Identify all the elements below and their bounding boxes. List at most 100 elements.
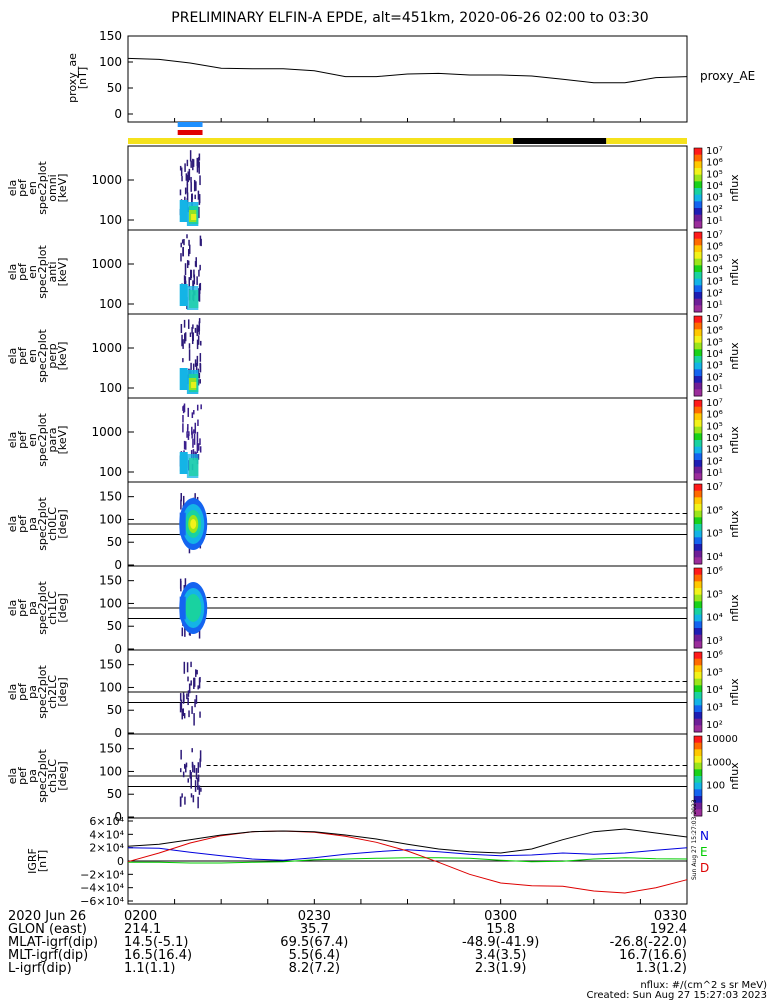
spectrogram-pixel bbox=[193, 677, 195, 690]
ae-ytick-label: 0 bbox=[114, 107, 122, 121]
orbit-table: 2020 Jun 26 0200 0230 0300 0330 GLON (east) 21… bbox=[8, 909, 687, 976]
panel-ytick-label: 100 bbox=[99, 764, 122, 778]
spectrogram-pixel bbox=[191, 327, 193, 334]
spectrogram-pixel bbox=[191, 431, 193, 439]
spectrogram-pixel bbox=[192, 324, 194, 329]
colorbar-tick-label: 10⁷ bbox=[706, 398, 723, 409]
spectrogram-pixel bbox=[187, 249, 190, 257]
panel-ylabel-line: pef bbox=[16, 514, 29, 533]
panel-ylabel-line: anti bbox=[46, 261, 59, 282]
orbit-row-value: 1.3(1.2) bbox=[636, 961, 688, 976]
spectrogram-pixel bbox=[180, 253, 182, 262]
panel-ylabel-line: pef bbox=[16, 598, 29, 617]
panel-ytick-label: 100 bbox=[99, 680, 122, 694]
spectrogram-pixel bbox=[193, 765, 196, 773]
colorbar-segment bbox=[694, 174, 702, 182]
colorbar-tick-label: 10⁴ bbox=[706, 181, 723, 192]
spectrogram-pixel bbox=[197, 190, 200, 200]
spectrogram-pixel bbox=[186, 260, 189, 269]
panel-ylabel-line: pef bbox=[16, 178, 29, 197]
panel-ylabel-line: spec2plot bbox=[36, 665, 49, 719]
spectrogram-pixel bbox=[186, 427, 189, 433]
colorbar-segment bbox=[694, 672, 702, 680]
spectrogram-pixel bbox=[190, 182, 192, 192]
spectrogram-pixel bbox=[182, 414, 184, 423]
colorbar-segment bbox=[694, 614, 702, 622]
panel-ytick-label: 100 bbox=[99, 213, 122, 227]
orbit-row-value: 0200 bbox=[124, 909, 157, 924]
spectrogram-pixel bbox=[199, 750, 202, 762]
status-segment bbox=[513, 138, 607, 144]
spectrogram-pixel bbox=[197, 419, 199, 426]
status-segment bbox=[606, 138, 687, 144]
spectrogram-pixel bbox=[181, 627, 184, 637]
panel-ylabel-line: spec2plot bbox=[36, 581, 49, 635]
colorbar-frame bbox=[693, 735, 703, 817]
spectrogram-patch bbox=[179, 512, 186, 536]
colorbar-tick-label: 10⁴ bbox=[706, 552, 723, 563]
spectrogram-pixel bbox=[181, 708, 183, 720]
colorbar-tick-label: 10² bbox=[706, 288, 723, 299]
spectrogram-pixel bbox=[188, 168, 191, 181]
colorbar-segment bbox=[694, 148, 702, 156]
spectrogram-pixel bbox=[184, 276, 187, 284]
igrf-series-line bbox=[128, 857, 688, 864]
colorbar-tick-label: 10³ bbox=[706, 361, 723, 372]
spectrogram-pixel bbox=[200, 787, 202, 792]
colorbar-segment bbox=[694, 349, 702, 357]
panel-ylabel-line: [deg] bbox=[56, 509, 69, 538]
orbit-row-value: 3.4(3.5) bbox=[475, 948, 527, 963]
ae-ylabel-line: proxy_ae bbox=[66, 53, 79, 103]
colorbar-tick-label: 10¹ bbox=[706, 468, 723, 479]
colorbar-tick-label: 10³ bbox=[706, 277, 723, 288]
colorbar-tick-label: 10000 bbox=[706, 734, 738, 745]
spectrogram-pixel bbox=[200, 340, 202, 346]
spectrogram-pixel bbox=[191, 193, 193, 200]
ae-ytick-label: 150 bbox=[99, 29, 122, 43]
spectrogram-pixel bbox=[187, 676, 189, 682]
colorbar-segment bbox=[694, 537, 702, 545]
panel-ylabel-line: pef bbox=[16, 262, 29, 281]
spectrogram-pixel bbox=[192, 158, 194, 171]
spectrogram-pixel bbox=[193, 433, 196, 445]
colorbar-segment bbox=[694, 466, 702, 474]
colorbar-segment bbox=[694, 789, 702, 797]
igrf-ytick-label: −6×10⁴ bbox=[80, 895, 124, 908]
colorbar-segment bbox=[694, 181, 702, 189]
spectrogram-pixel bbox=[182, 247, 184, 257]
panel-ylabel-line: para bbox=[46, 428, 59, 453]
colorbar-segment bbox=[694, 802, 702, 810]
colorbar-segment bbox=[694, 749, 702, 757]
colorbar-segment bbox=[694, 628, 702, 636]
igrf-ylabel: IGRF[nT] bbox=[26, 848, 49, 874]
colorbar-segment bbox=[694, 285, 702, 293]
spectrogram-pixel bbox=[195, 768, 198, 780]
colorbar-segment bbox=[694, 634, 702, 642]
spectrogram-pixel bbox=[190, 362, 192, 370]
spectrogram-pixel bbox=[182, 771, 185, 778]
spectrogram-pixel bbox=[188, 239, 190, 246]
orbit-row-label: L-igrf(dip) bbox=[8, 961, 72, 976]
spectrogram-pixel bbox=[183, 661, 186, 674]
spectrogram-pixel bbox=[179, 702, 182, 713]
panel-ylabel-line: ch3LC bbox=[46, 759, 59, 793]
spectrogram-pixel bbox=[182, 339, 184, 349]
colorbar-segment bbox=[694, 782, 702, 790]
spectrogram-pixel bbox=[199, 379, 201, 384]
panel-ylabel-line: spec2plot bbox=[36, 497, 49, 551]
spectrogram-pixel bbox=[197, 368, 200, 379]
igrf-legend-N: N bbox=[700, 829, 709, 843]
spectrogram-pixel bbox=[186, 175, 189, 186]
spectrogram-pixel bbox=[196, 165, 199, 173]
colorbar-tick-label: 10² bbox=[706, 204, 723, 215]
spectrogram-pixel bbox=[190, 661, 192, 668]
spectrogram-pixel bbox=[186, 192, 189, 204]
panel-ylabel-line: pef bbox=[16, 430, 29, 449]
colorbar-segment bbox=[694, 389, 702, 397]
colorbar-segment bbox=[694, 641, 702, 649]
colorbar-tick-label: 10¹ bbox=[706, 300, 723, 311]
